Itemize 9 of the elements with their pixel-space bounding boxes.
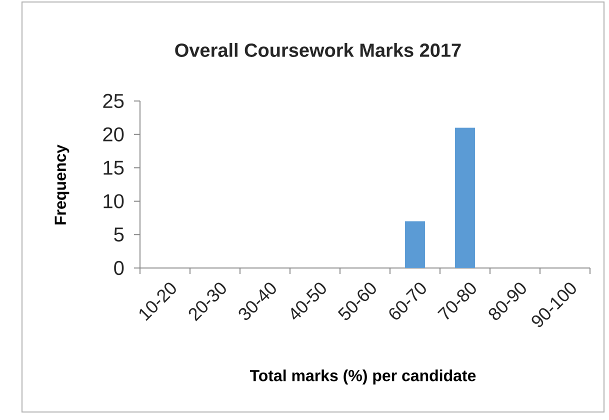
y-tick-label: 25 [103, 94, 124, 108]
y-tick-label: 0 [114, 260, 124, 276]
x-axis-title: Total marks (%) per candidate [250, 370, 476, 384]
y-tick-label: 10 [104, 194, 124, 208]
y-axis-title: Frequency [54, 144, 70, 224]
chart-title: Overall Coursework Marks 2017 [175, 43, 461, 57]
y-tick-label: 20 [103, 127, 124, 142]
y-tick-label: 15 [104, 160, 124, 175]
y-tick-label: 5 [114, 228, 124, 242]
